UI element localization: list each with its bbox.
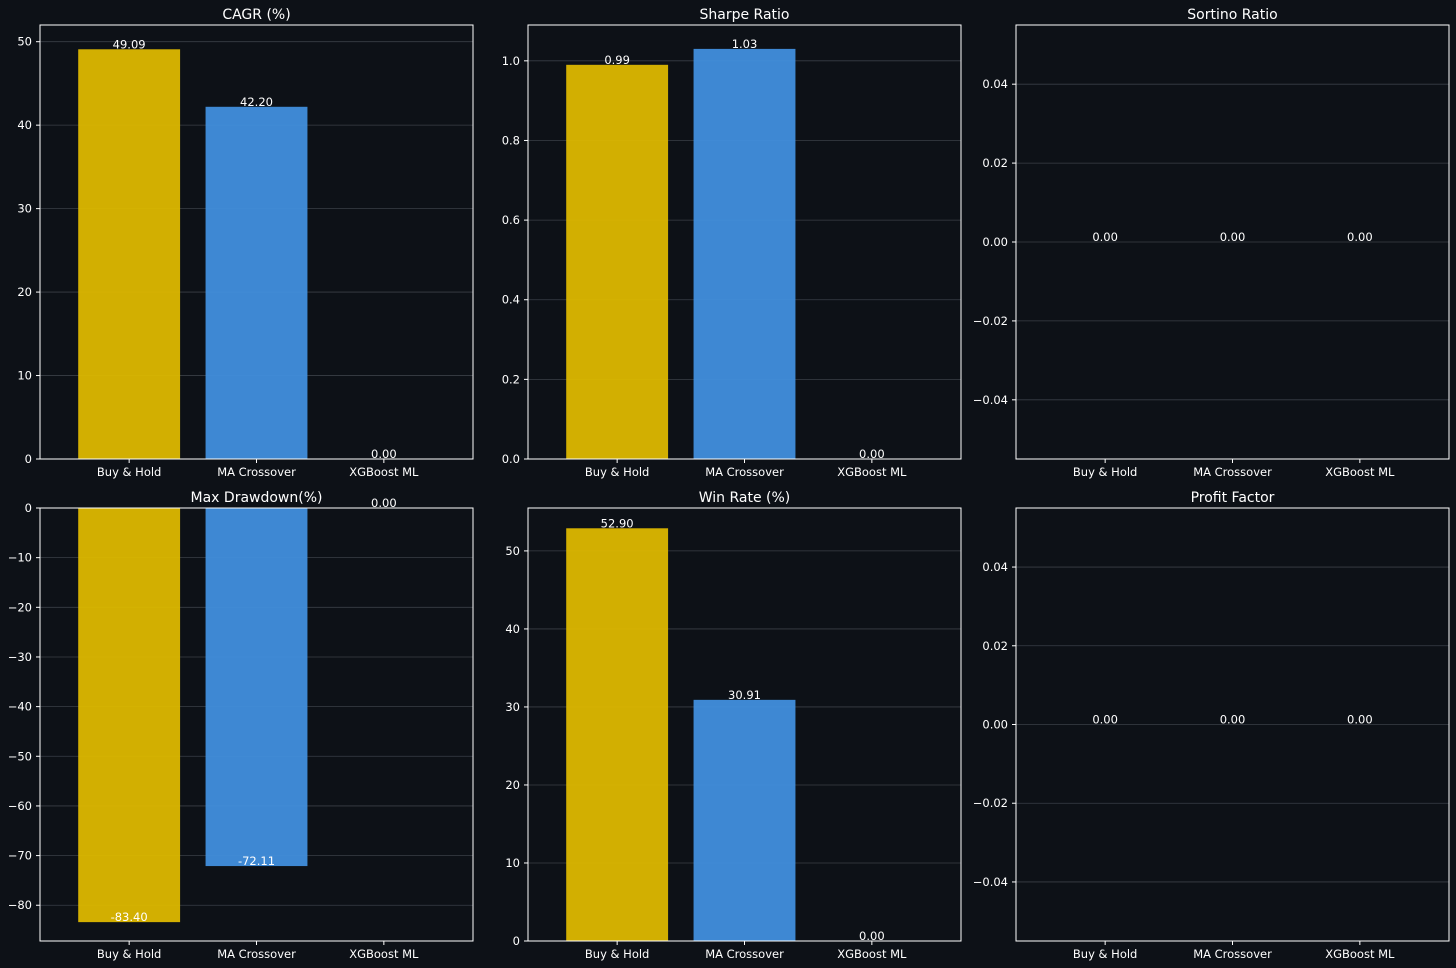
bar-ma-crossover	[693, 699, 796, 941]
bar-buy-hold	[566, 528, 669, 941]
x-tick-label-xgboost-ml: XGBoost ML	[837, 465, 907, 479]
y-tick-label: 0.04	[982, 77, 1008, 91]
y-tick-label: −10	[8, 551, 32, 565]
data-label-ma-crossover: -72.11	[238, 854, 275, 868]
y-tick-label: −30	[8, 650, 32, 664]
chart-panel-sortino-ratio: −0.04 −0.02 0.00 0.02 0.04 0.00 0.00 0.00 Buy & …	[973, 7, 1450, 479]
x-tick-label-buy-hold: Buy & Hold	[585, 947, 649, 961]
y-tick-label: 30	[505, 700, 520, 714]
y-tick-label: 0.0	[502, 452, 520, 466]
x-tick-label-ma-crossover: MA Crossover	[217, 947, 296, 961]
y-tick-label: 0.6	[502, 213, 520, 227]
y-tick-label: 10	[505, 856, 520, 870]
data-label-buy-hold: 0.99	[604, 53, 630, 67]
x-tick-label-ma-crossover: MA Crossover	[705, 465, 784, 479]
x-tick-label-ma-crossover: MA Crossover	[1193, 465, 1272, 479]
x-tick-label-ma-crossover: MA Crossover	[705, 947, 784, 961]
y-tick-label: 0.00	[982, 235, 1008, 249]
x-tick-label-buy-hold: Buy & Hold	[97, 947, 161, 961]
chart-title-sharpe-ratio: Sharpe Ratio	[700, 7, 790, 23]
y-tick-label: 0	[25, 452, 32, 466]
chart-panel-cagr: 0 10 20 30 40 50 49.09 42.20 0.00 Buy & Hold MA Cr…	[17, 7, 474, 479]
y-tick-label: 50	[505, 544, 520, 558]
x-tick-label-xgboost-ml: XGBoost ML	[1325, 947, 1395, 961]
y-tick-label: −60	[8, 799, 32, 813]
y-tick-label: 20	[17, 285, 32, 299]
y-tick-label: 0.4	[502, 293, 520, 307]
x-tick-label-xgboost-ml: XGBoost ML	[1325, 465, 1395, 479]
data-label-buy-hold: 0.00	[1092, 713, 1118, 727]
y-tick-label: 30	[17, 202, 32, 216]
y-tick-label: −40	[8, 700, 32, 714]
y-tick-label: −70	[8, 849, 32, 863]
chart-panel-sharpe-ratio: 0.0 0.2 0.4 0.6 0.8 1.0 0.99 1.03 0.00 Buy & Hold…	[502, 7, 962, 479]
bar-buy-hold	[78, 49, 181, 460]
y-tick-label: 0	[513, 934, 520, 948]
y-tick-label: 0.02	[982, 156, 1008, 170]
y-tick-label: −20	[8, 600, 32, 614]
data-label-buy-hold: 0.00	[1092, 230, 1118, 244]
x-tick-label-buy-hold: Buy & Hold	[585, 465, 649, 479]
y-tick-label: 0.02	[982, 639, 1008, 653]
x-tick-label-buy-hold: Buy & Hold	[1073, 947, 1137, 961]
y-tick-label: −80	[8, 898, 32, 912]
chart-panel-win-rate: 0 10 20 30 40 50 52.90 30.91 0.00 Buy & Hold MA Cr…	[505, 490, 962, 961]
y-tick-label: 0.8	[502, 133, 520, 147]
x-tick-label-ma-crossover: MA Crossover	[1193, 947, 1272, 961]
y-tick-label: 0.2	[502, 372, 520, 386]
chart-title-win-rate: Win Rate (%)	[699, 490, 791, 506]
y-tick-label: 10	[17, 369, 32, 383]
data-label-xgboost-ml: 0.00	[1347, 713, 1373, 727]
data-label-ma-crossover: 1.03	[732, 37, 758, 51]
bar-buy-hold	[78, 508, 181, 923]
chart-panel-profit-factor: −0.04 −0.02 0.00 0.02 0.04 0.00 0.00 0.00 Buy & …	[973, 490, 1450, 961]
y-tick-label: −50	[8, 749, 32, 763]
y-tick-label: 1.0	[502, 54, 520, 68]
data-label-ma-crossover: 30.91	[728, 688, 761, 702]
data-label-buy-hold: 52.90	[601, 516, 634, 530]
y-tick-label: 40	[505, 622, 520, 636]
y-tick-label: −0.04	[973, 393, 1008, 407]
y-tick-label: 0.00	[982, 718, 1008, 732]
data-label-xgboost-ml: 0.00	[371, 447, 397, 461]
bar-buy-hold	[566, 64, 669, 459]
bar-ma-crossover	[205, 106, 308, 460]
x-tick-label-xgboost-ml: XGBoost ML	[349, 947, 419, 961]
chart-title-sortino-ratio: Sortino Ratio	[1187, 7, 1277, 23]
y-tick-label: 0	[25, 501, 32, 515]
data-label-buy-hold: 49.09	[113, 37, 146, 51]
data-label-ma-crossover: 0.00	[1220, 713, 1246, 727]
x-tick-label-buy-hold: Buy & Hold	[97, 465, 161, 479]
chart-title-max-drawdown: Max Drawdown(%)	[191, 490, 323, 506]
y-tick-label: 0.04	[982, 560, 1008, 574]
y-tick-label: −0.02	[973, 314, 1008, 328]
data-label-xgboost-ml: 0.00	[371, 496, 397, 510]
x-tick-label-xgboost-ml: XGBoost ML	[349, 465, 419, 479]
y-tick-label: −0.04	[973, 875, 1008, 889]
x-tick-label-xgboost-ml: XGBoost ML	[837, 947, 907, 961]
data-label-xgboost-ml: 0.00	[859, 929, 885, 943]
y-tick-label: 20	[505, 778, 520, 792]
x-tick-label-ma-crossover: MA Crossover	[217, 465, 296, 479]
bar-ma-crossover	[205, 508, 308, 867]
data-label-xgboost-ml: 0.00	[1347, 230, 1373, 244]
chart-title-profit-factor: Profit Factor	[1191, 490, 1275, 506]
bar-ma-crossover	[693, 48, 796, 460]
y-tick-label: −0.02	[973, 796, 1008, 810]
y-tick-label: 40	[17, 118, 32, 132]
chart-title-cagr: CAGR (%)	[222, 7, 290, 23]
chart-panel-max-drawdown: 0 −10 −20 −30 −40 −50 −60 −70 −80 -83.40 -72.11 0.0…	[8, 490, 474, 961]
data-label-ma-crossover: 42.20	[240, 95, 273, 109]
data-label-buy-hold: -83.40	[111, 910, 148, 924]
x-tick-label-buy-hold: Buy & Hold	[1073, 465, 1137, 479]
data-label-ma-crossover: 0.00	[1220, 230, 1246, 244]
data-label-xgboost-ml: 0.00	[859, 447, 885, 461]
y-tick-label: 50	[17, 35, 32, 49]
